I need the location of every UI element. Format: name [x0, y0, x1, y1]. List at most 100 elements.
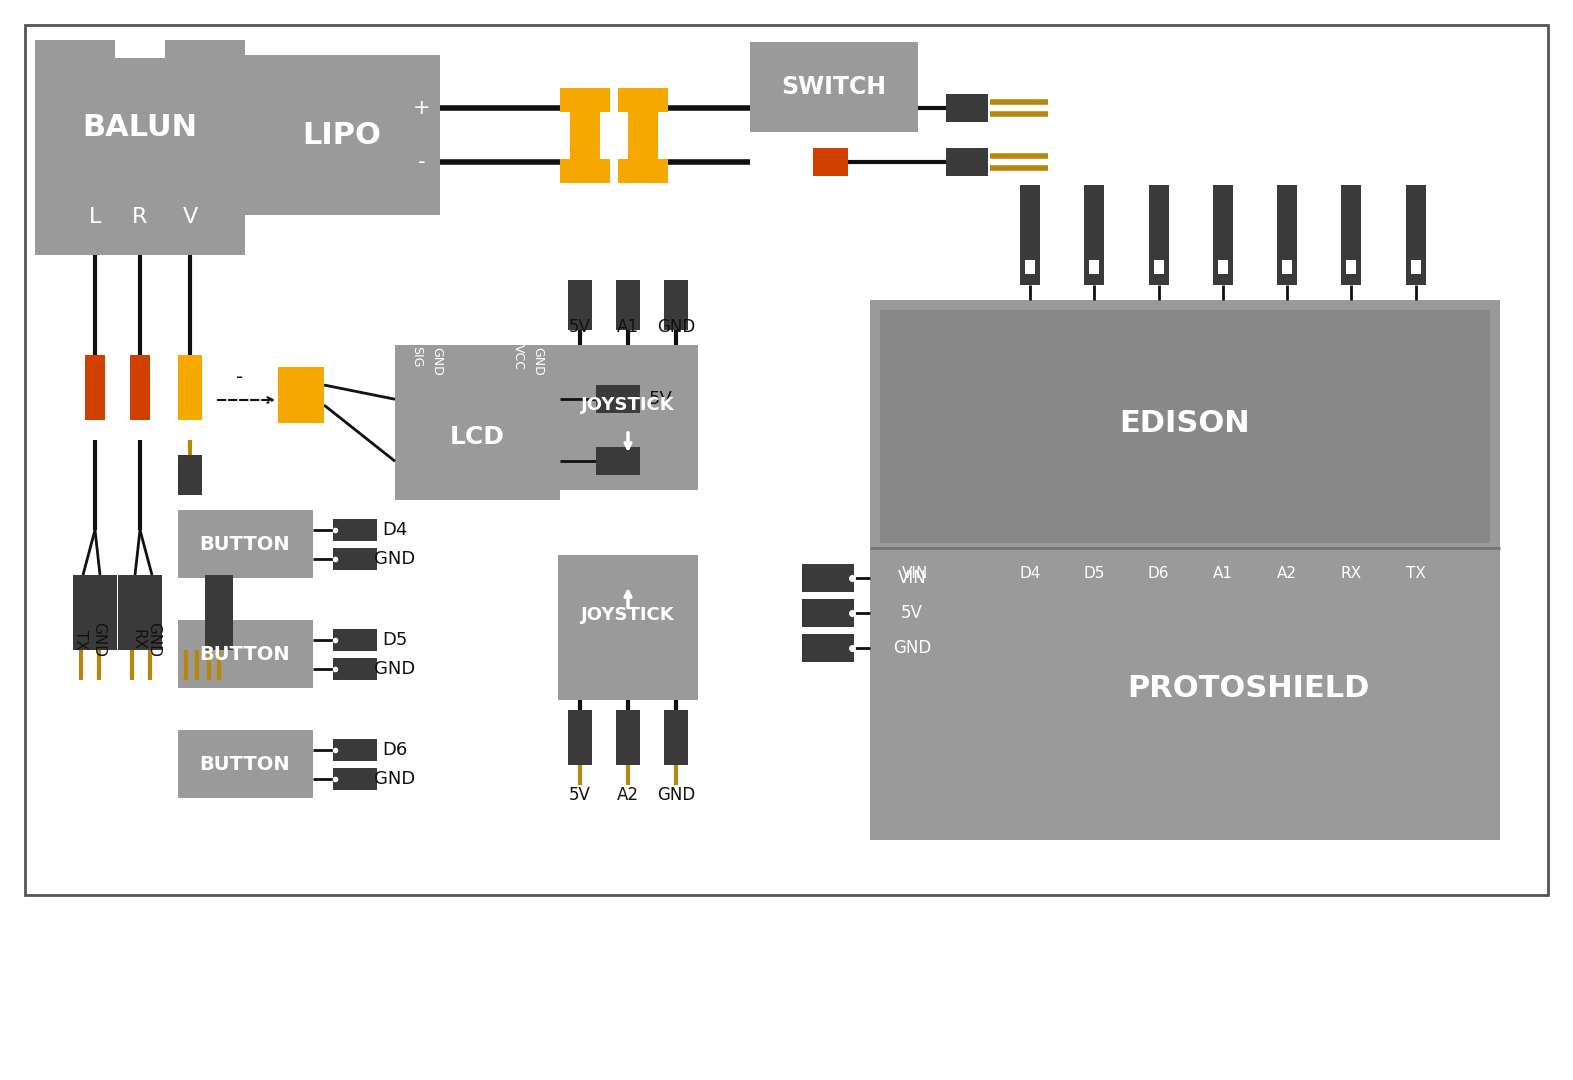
Text: A1: A1: [1213, 566, 1233, 581]
Bar: [178, 510, 313, 578]
Bar: [204, 575, 233, 650]
Bar: [333, 658, 378, 680]
Bar: [802, 565, 854, 593]
Bar: [1026, 260, 1035, 274]
Bar: [1148, 185, 1169, 285]
Text: LIPO: LIPO: [302, 121, 381, 149]
Text: R: R: [132, 207, 148, 227]
Bar: [618, 112, 628, 159]
Bar: [35, 40, 245, 255]
Bar: [617, 710, 640, 765]
Bar: [945, 148, 988, 176]
Text: GND: GND: [431, 347, 444, 376]
Text: JOYSTICK: JOYSTICK: [580, 606, 675, 624]
Text: D4: D4: [1019, 566, 1041, 581]
Bar: [1218, 260, 1229, 274]
Text: 5V: 5V: [569, 318, 591, 336]
Bar: [72, 575, 116, 650]
Text: SWITCH: SWITCH: [782, 75, 887, 99]
Text: EDISON: EDISON: [1120, 409, 1251, 438]
Text: TX: TX: [1406, 566, 1425, 581]
Text: A2: A2: [1277, 566, 1298, 581]
Bar: [560, 87, 610, 183]
Text: BALUN: BALUN: [82, 112, 198, 141]
Bar: [560, 112, 569, 159]
Text: D4: D4: [382, 522, 407, 539]
Bar: [1282, 260, 1291, 274]
Text: D6: D6: [382, 741, 407, 759]
Bar: [1277, 185, 1298, 285]
Text: V: V: [182, 207, 198, 227]
Text: D5: D5: [382, 632, 407, 649]
Bar: [395, 345, 560, 500]
Bar: [1342, 185, 1361, 285]
Bar: [664, 280, 687, 330]
Bar: [568, 280, 591, 330]
Text: GND: GND: [91, 622, 107, 658]
Bar: [599, 112, 610, 159]
Bar: [658, 112, 669, 159]
Bar: [558, 555, 698, 700]
Text: VIN: VIN: [898, 569, 926, 588]
Bar: [333, 768, 378, 789]
Bar: [750, 42, 919, 132]
Text: A1: A1: [617, 318, 639, 336]
Bar: [278, 367, 324, 423]
Bar: [1084, 185, 1104, 285]
Text: GND: GND: [658, 786, 695, 804]
Bar: [178, 730, 313, 798]
Bar: [131, 355, 149, 420]
Bar: [25, 25, 1548, 895]
Bar: [245, 55, 440, 215]
Text: 5V: 5V: [901, 605, 923, 622]
Bar: [178, 620, 313, 688]
Bar: [1213, 185, 1233, 285]
Bar: [664, 710, 687, 765]
Bar: [879, 310, 1490, 543]
Text: JOYSTICK: JOYSTICK: [580, 396, 675, 414]
Text: BUTTON: BUTTON: [200, 755, 291, 773]
Text: D6: D6: [1148, 566, 1169, 581]
Text: GND: GND: [146, 622, 162, 658]
Text: GND: GND: [374, 550, 415, 568]
Text: SIG: SIG: [411, 347, 423, 367]
Bar: [333, 740, 378, 761]
Text: RX: RX: [1340, 566, 1362, 581]
Bar: [1089, 260, 1100, 274]
Text: GND: GND: [374, 770, 415, 788]
Text: GND: GND: [658, 318, 695, 336]
Text: VCC: VCC: [511, 345, 524, 370]
Bar: [802, 634, 854, 662]
Bar: [115, 40, 165, 58]
Text: -: -: [236, 367, 244, 387]
Bar: [802, 599, 854, 627]
Text: BUTTON: BUTTON: [200, 645, 291, 663]
Text: PROTOSHIELD: PROTOSHIELD: [1126, 674, 1369, 703]
Text: RX: RX: [131, 630, 145, 650]
Text: 5V: 5V: [569, 786, 591, 804]
Text: LCD: LCD: [450, 426, 505, 449]
Bar: [118, 575, 162, 650]
Bar: [568, 710, 591, 765]
Text: D5: D5: [1084, 566, 1104, 581]
Text: L: L: [88, 207, 101, 227]
Text: 5V: 5V: [648, 390, 672, 408]
Text: GND: GND: [532, 347, 544, 376]
Bar: [596, 386, 640, 414]
Bar: [178, 355, 201, 420]
Bar: [618, 87, 669, 183]
Text: BUTTON: BUTTON: [200, 535, 291, 553]
Bar: [1153, 260, 1164, 274]
Bar: [333, 519, 378, 541]
Bar: [870, 300, 1501, 840]
Text: -: -: [418, 152, 426, 172]
Bar: [558, 345, 698, 490]
Bar: [333, 630, 378, 651]
Text: VIN: VIN: [901, 566, 928, 581]
Bar: [1346, 260, 1356, 274]
Bar: [1411, 260, 1420, 274]
Bar: [1019, 185, 1040, 285]
Text: A2: A2: [617, 786, 639, 804]
Text: GND: GND: [893, 639, 931, 658]
Text: TX: TX: [74, 630, 88, 650]
